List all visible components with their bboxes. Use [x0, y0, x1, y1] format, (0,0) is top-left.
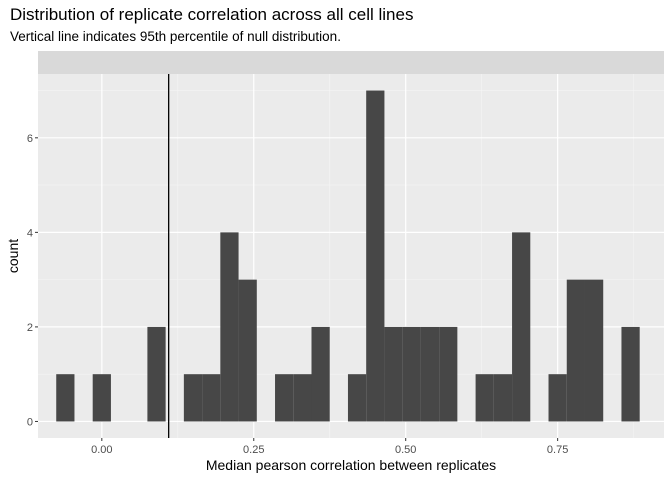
histogram-bar — [621, 326, 640, 422]
x-axis: 0.00 0.25 0.50 0.75 — [91, 438, 568, 456]
y-axis: 0 2 4 6 — [27, 133, 38, 428]
y-tick-label: 6 — [27, 133, 33, 145]
histogram-bar — [238, 279, 257, 422]
y-tick-label: 2 — [27, 322, 33, 334]
histogram-bar — [584, 279, 604, 422]
histogram-bar — [56, 374, 75, 422]
x-tick-label: 0.25 — [243, 444, 264, 456]
histogram-bar — [420, 326, 440, 422]
histogram-bar — [548, 374, 567, 422]
histogram-bar — [347, 374, 367, 422]
x-tick-label: 0.00 — [91, 444, 112, 456]
histogram-bars — [56, 90, 640, 422]
x-tick-label: 0.50 — [395, 444, 416, 456]
x-tick-label: 0.75 — [547, 444, 568, 456]
histogram-bar — [183, 374, 203, 422]
histogram-bar — [402, 326, 421, 422]
histogram-bar — [493, 374, 513, 422]
chart-subtitle: Vertical line indicates 95th percentile … — [10, 29, 341, 44]
histogram-bar — [439, 326, 458, 422]
histogram-bar — [275, 374, 294, 422]
x-axis-title: Median pearson correlation between repli… — [206, 457, 496, 473]
y-axis-title: count — [5, 239, 21, 273]
facet-strip — [38, 51, 664, 74]
y-tick-label: 4 — [27, 227, 33, 239]
histogram-bar — [475, 374, 494, 422]
y-tick-label: 0 — [27, 416, 33, 428]
histogram-bar — [92, 374, 111, 422]
histogram-bar — [366, 90, 385, 422]
histogram-bar — [202, 374, 221, 422]
histogram-bar — [512, 232, 531, 422]
histogram-bar — [147, 326, 166, 422]
histogram-bar — [293, 374, 312, 422]
chart-title: Distribution of replicate correlation ac… — [10, 5, 414, 24]
histogram-bar — [384, 326, 403, 422]
histogram-bar — [311, 326, 330, 422]
histogram-bar — [566, 279, 585, 422]
histogram-bar — [220, 232, 239, 422]
